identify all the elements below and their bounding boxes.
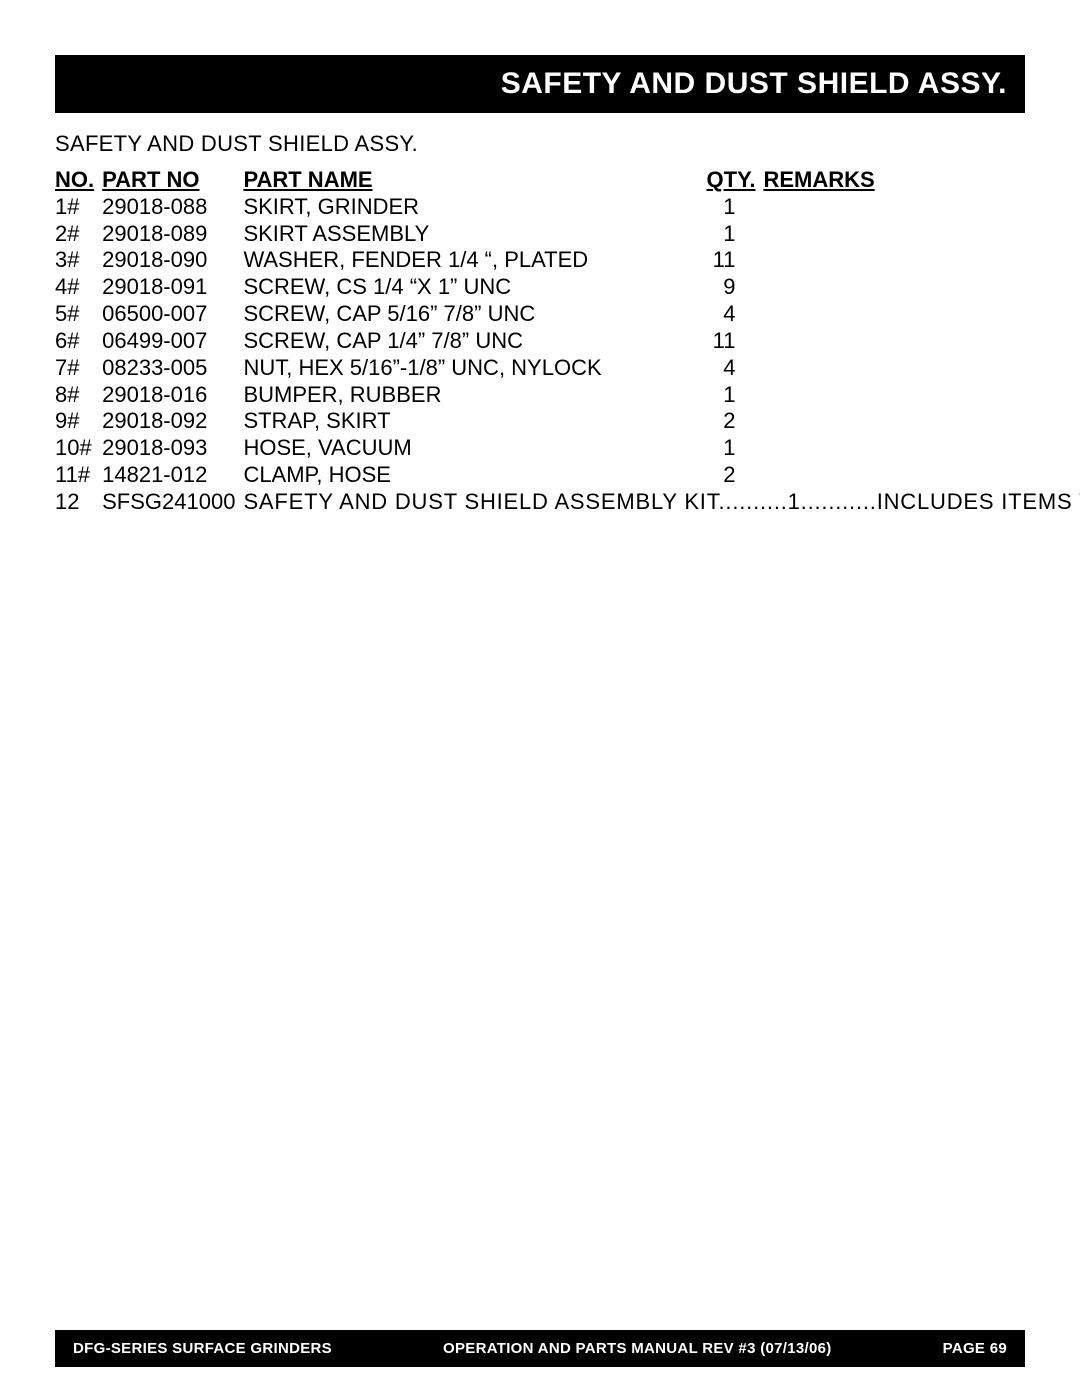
cell-no: 10# — [55, 435, 102, 462]
header-part-name: PART NAME — [243, 167, 703, 194]
cell-qty: 2 — [703, 408, 763, 435]
table-body: 1# 29018-088 SKIRT, GRINDER 1 2# 29018-0… — [55, 194, 1080, 516]
cell-remarks — [763, 382, 1080, 409]
subtitle: SAFETY AND DUST SHIELD ASSY. — [55, 131, 1025, 157]
header-part-no: PART NO — [102, 167, 243, 194]
cell-qty: 1 — [703, 435, 763, 462]
cell-part-no: SFSG241000 — [102, 489, 243, 516]
cell-remarks — [763, 301, 1080, 328]
cell-no: 5# — [55, 301, 102, 328]
cell-qty: 1 — [703, 194, 763, 221]
cell-remarks — [763, 462, 1080, 489]
cell-qty: 4 — [703, 355, 763, 382]
cell-no: 3# — [55, 247, 102, 274]
footer-right: PAGE 69 — [943, 1340, 1007, 1357]
table-row: 4# 29018-091 SCREW, CS 1/4 “X 1” UNC 9 — [55, 274, 1080, 301]
table-row: 7# 08233-005 NUT, HEX 5/16”-1/8” UNC, NY… — [55, 355, 1080, 382]
cell-part-no: 06500-007 — [102, 301, 243, 328]
cell-no: 7# — [55, 355, 102, 382]
cell-part-name: SCREW, CAP 5/16” 7/8” UNC — [243, 301, 703, 328]
cell-part-no: 29018-093 — [102, 435, 243, 462]
cell-no: 8# — [55, 382, 102, 409]
cell-part-name: HOSE, VACUUM — [243, 435, 703, 462]
cell-no: 1# — [55, 194, 102, 221]
table-row: 5# 06500-007 SCREW, CAP 5/16” 7/8” UNC 4 — [55, 301, 1080, 328]
cell-part-no: 29018-090 — [102, 247, 243, 274]
table-row: 11# 14821-012 CLAMP, HOSE 2 — [55, 462, 1080, 489]
cell-remarks — [763, 274, 1080, 301]
cell-part-name: BUMPER, RUBBER — [243, 382, 703, 409]
cell-combined: SAFETY AND DUST SHIELD ASSEMBLY KIT.....… — [243, 489, 1080, 516]
cell-part-name: SCREW, CS 1/4 “X 1” UNC — [243, 274, 703, 301]
cell-qty: 2 — [703, 462, 763, 489]
parts-table: NO. PART NO PART NAME QTY. REMARKS 1# 29… — [55, 167, 1080, 516]
cell-part-no: 14821-012 — [102, 462, 243, 489]
cell-part-no: 29018-091 — [102, 274, 243, 301]
header-remarks: REMARKS — [763, 167, 1080, 194]
cell-qty: 11 — [703, 247, 763, 274]
cell-part-no: 29018-089 — [102, 221, 243, 248]
title-bar-text: SAFETY AND DUST SHIELD ASSY. — [501, 67, 1007, 100]
cell-remarks — [763, 408, 1080, 435]
cell-remarks — [763, 355, 1080, 382]
cell-no: 6# — [55, 328, 102, 355]
cell-qty: 9 — [703, 274, 763, 301]
cell-remarks — [763, 328, 1080, 355]
table-row: 9# 29018-092 STRAP, SKIRT 2 — [55, 408, 1080, 435]
table-row: 2# 29018-089 SKIRT ASSEMBLY 1 — [55, 221, 1080, 248]
cell-remarks — [763, 221, 1080, 248]
page-footer: DFG-SERIES SURFACE GRINDERS OPERATION AN… — [55, 1330, 1025, 1367]
cell-part-no: 29018-016 — [102, 382, 243, 409]
cell-part-name: SKIRT, GRINDER — [243, 194, 703, 221]
table-row: 8# 29018-016 BUMPER, RUBBER 1 — [55, 382, 1080, 409]
cell-part-name: STRAP, SKIRT — [243, 408, 703, 435]
title-bar: SAFETY AND DUST SHIELD ASSY. — [55, 55, 1025, 113]
cell-part-no: 06499-007 — [102, 328, 243, 355]
table-row-last: 12 SFSG241000 SAFETY AND DUST SHIELD ASS… — [55, 489, 1080, 516]
footer-center: OPERATION AND PARTS MANUAL REV #3 (07/13… — [332, 1340, 943, 1357]
cell-no: 9# — [55, 408, 102, 435]
cell-part-no: 29018-088 — [102, 194, 243, 221]
header-no: NO. — [55, 167, 102, 194]
cell-qty: 1 — [703, 382, 763, 409]
cell-remarks — [763, 194, 1080, 221]
header-qty: QTY. — [703, 167, 763, 194]
page-container: SAFETY AND DUST SHIELD ASSY. SAFETY AND … — [0, 0, 1080, 516]
cell-part-no: 08233-005 — [102, 355, 243, 382]
table-header-row: NO. PART NO PART NAME QTY. REMARKS — [55, 167, 1080, 194]
table-row: 10# 29018-093 HOSE, VACUUM 1 — [55, 435, 1080, 462]
cell-part-name: NUT, HEX 5/16”-1/8” UNC, NYLOCK — [243, 355, 703, 382]
table-row: 3# 29018-090 WASHER, FENDER 1/4 “, PLATE… — [55, 247, 1080, 274]
cell-part-name: CLAMP, HOSE — [243, 462, 703, 489]
cell-no: 4# — [55, 274, 102, 301]
table-row: 1# 29018-088 SKIRT, GRINDER 1 — [55, 194, 1080, 221]
cell-remarks — [763, 435, 1080, 462]
table-row: 6# 06499-007 SCREW, CAP 1/4” 7/8” UNC 11 — [55, 328, 1080, 355]
footer-left: DFG-SERIES SURFACE GRINDERS — [73, 1340, 332, 1357]
cell-no: 12 — [55, 489, 102, 516]
cell-no: 11# — [55, 462, 102, 489]
cell-part-name: SKIRT ASSEMBLY — [243, 221, 703, 248]
cell-qty: 11 — [703, 328, 763, 355]
cell-no: 2# — [55, 221, 102, 248]
cell-remarks — [763, 247, 1080, 274]
cell-qty: 1 — [703, 221, 763, 248]
cell-part-no: 29018-092 — [102, 408, 243, 435]
cell-part-name: SCREW, CAP 1/4” 7/8” UNC — [243, 328, 703, 355]
cell-qty: 4 — [703, 301, 763, 328]
cell-part-name: WASHER, FENDER 1/4 “, PLATED — [243, 247, 703, 274]
